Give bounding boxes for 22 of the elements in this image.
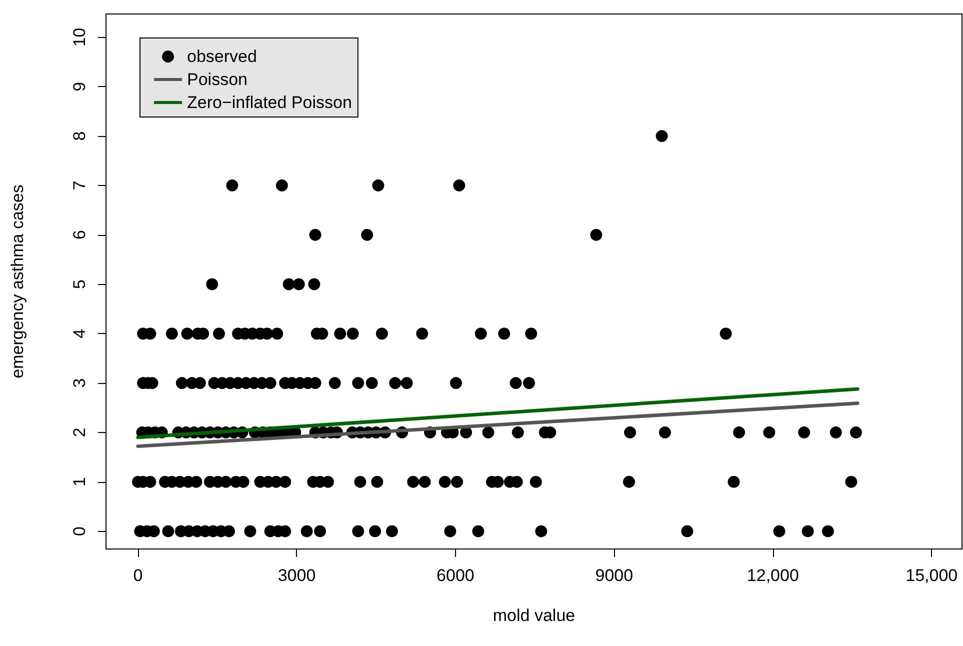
y-tick-label: 1: [70, 477, 89, 487]
legend-label: Poisson: [187, 70, 248, 89]
y-tick-label: 10: [70, 28, 89, 47]
legend-label: observed: [187, 47, 257, 66]
y-tick-label: 8: [70, 131, 89, 141]
y-tick-label: 4: [70, 328, 89, 338]
legend-label: Zero−inflated Poisson: [187, 93, 352, 112]
y-tick-label: 6: [70, 230, 89, 240]
y-tick-label: 9: [70, 82, 89, 92]
x-tick-label: 12,000: [746, 566, 799, 585]
y-tick-label: 3: [70, 378, 89, 388]
x-tick-label: 0: [133, 566, 143, 585]
x-tick-label: 3000: [278, 566, 316, 585]
x-tick-label: 9000: [595, 566, 634, 585]
y-axis-title: emergency asthma cases: [8, 184, 27, 378]
y-tick-label: 2: [70, 428, 89, 438]
y-tick-label: 7: [70, 180, 89, 190]
y-tick-label: 5: [70, 279, 89, 289]
x-tick-label: 6000: [436, 566, 474, 585]
x-tick-label: 15,000: [906, 566, 958, 585]
x-axis-title: mold value: [492, 606, 576, 625]
y-tick-label: 0: [70, 526, 89, 536]
